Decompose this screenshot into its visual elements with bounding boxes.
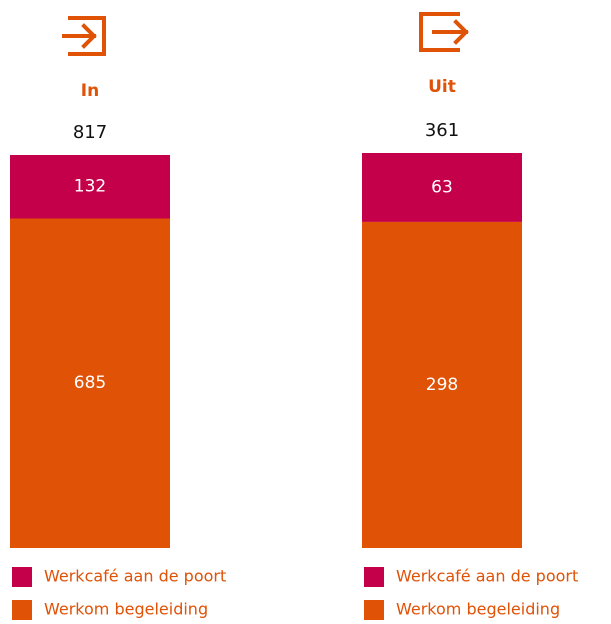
legend-swatch	[12, 600, 32, 620]
bar-segment	[362, 221, 522, 548]
legend-swatch	[364, 567, 384, 587]
chart-title: In	[81, 81, 99, 101]
value-label: 685	[74, 373, 106, 393]
legend-swatch	[12, 567, 32, 587]
value-label: 298	[426, 375, 458, 395]
legend-label: Werkom begeleiding	[44, 600, 208, 619]
value-label: 63	[431, 177, 453, 197]
bar-segment	[10, 218, 170, 548]
icon-out	[419, 12, 469, 52]
legend-label: Werkcafé aan de poort	[396, 567, 578, 586]
value-label: 132	[74, 177, 106, 197]
bar-segment	[10, 155, 170, 219]
bar-segment	[362, 153, 522, 222]
chart-title: Uit	[428, 77, 456, 97]
legend-label: Werkom begeleiding	[396, 600, 560, 619]
total-label: 817	[73, 122, 107, 143]
icon-in	[62, 16, 106, 56]
legend-label: Werkcafé aan de poort	[44, 567, 226, 586]
total-label: 361	[425, 120, 459, 141]
legend-swatch	[364, 600, 384, 620]
